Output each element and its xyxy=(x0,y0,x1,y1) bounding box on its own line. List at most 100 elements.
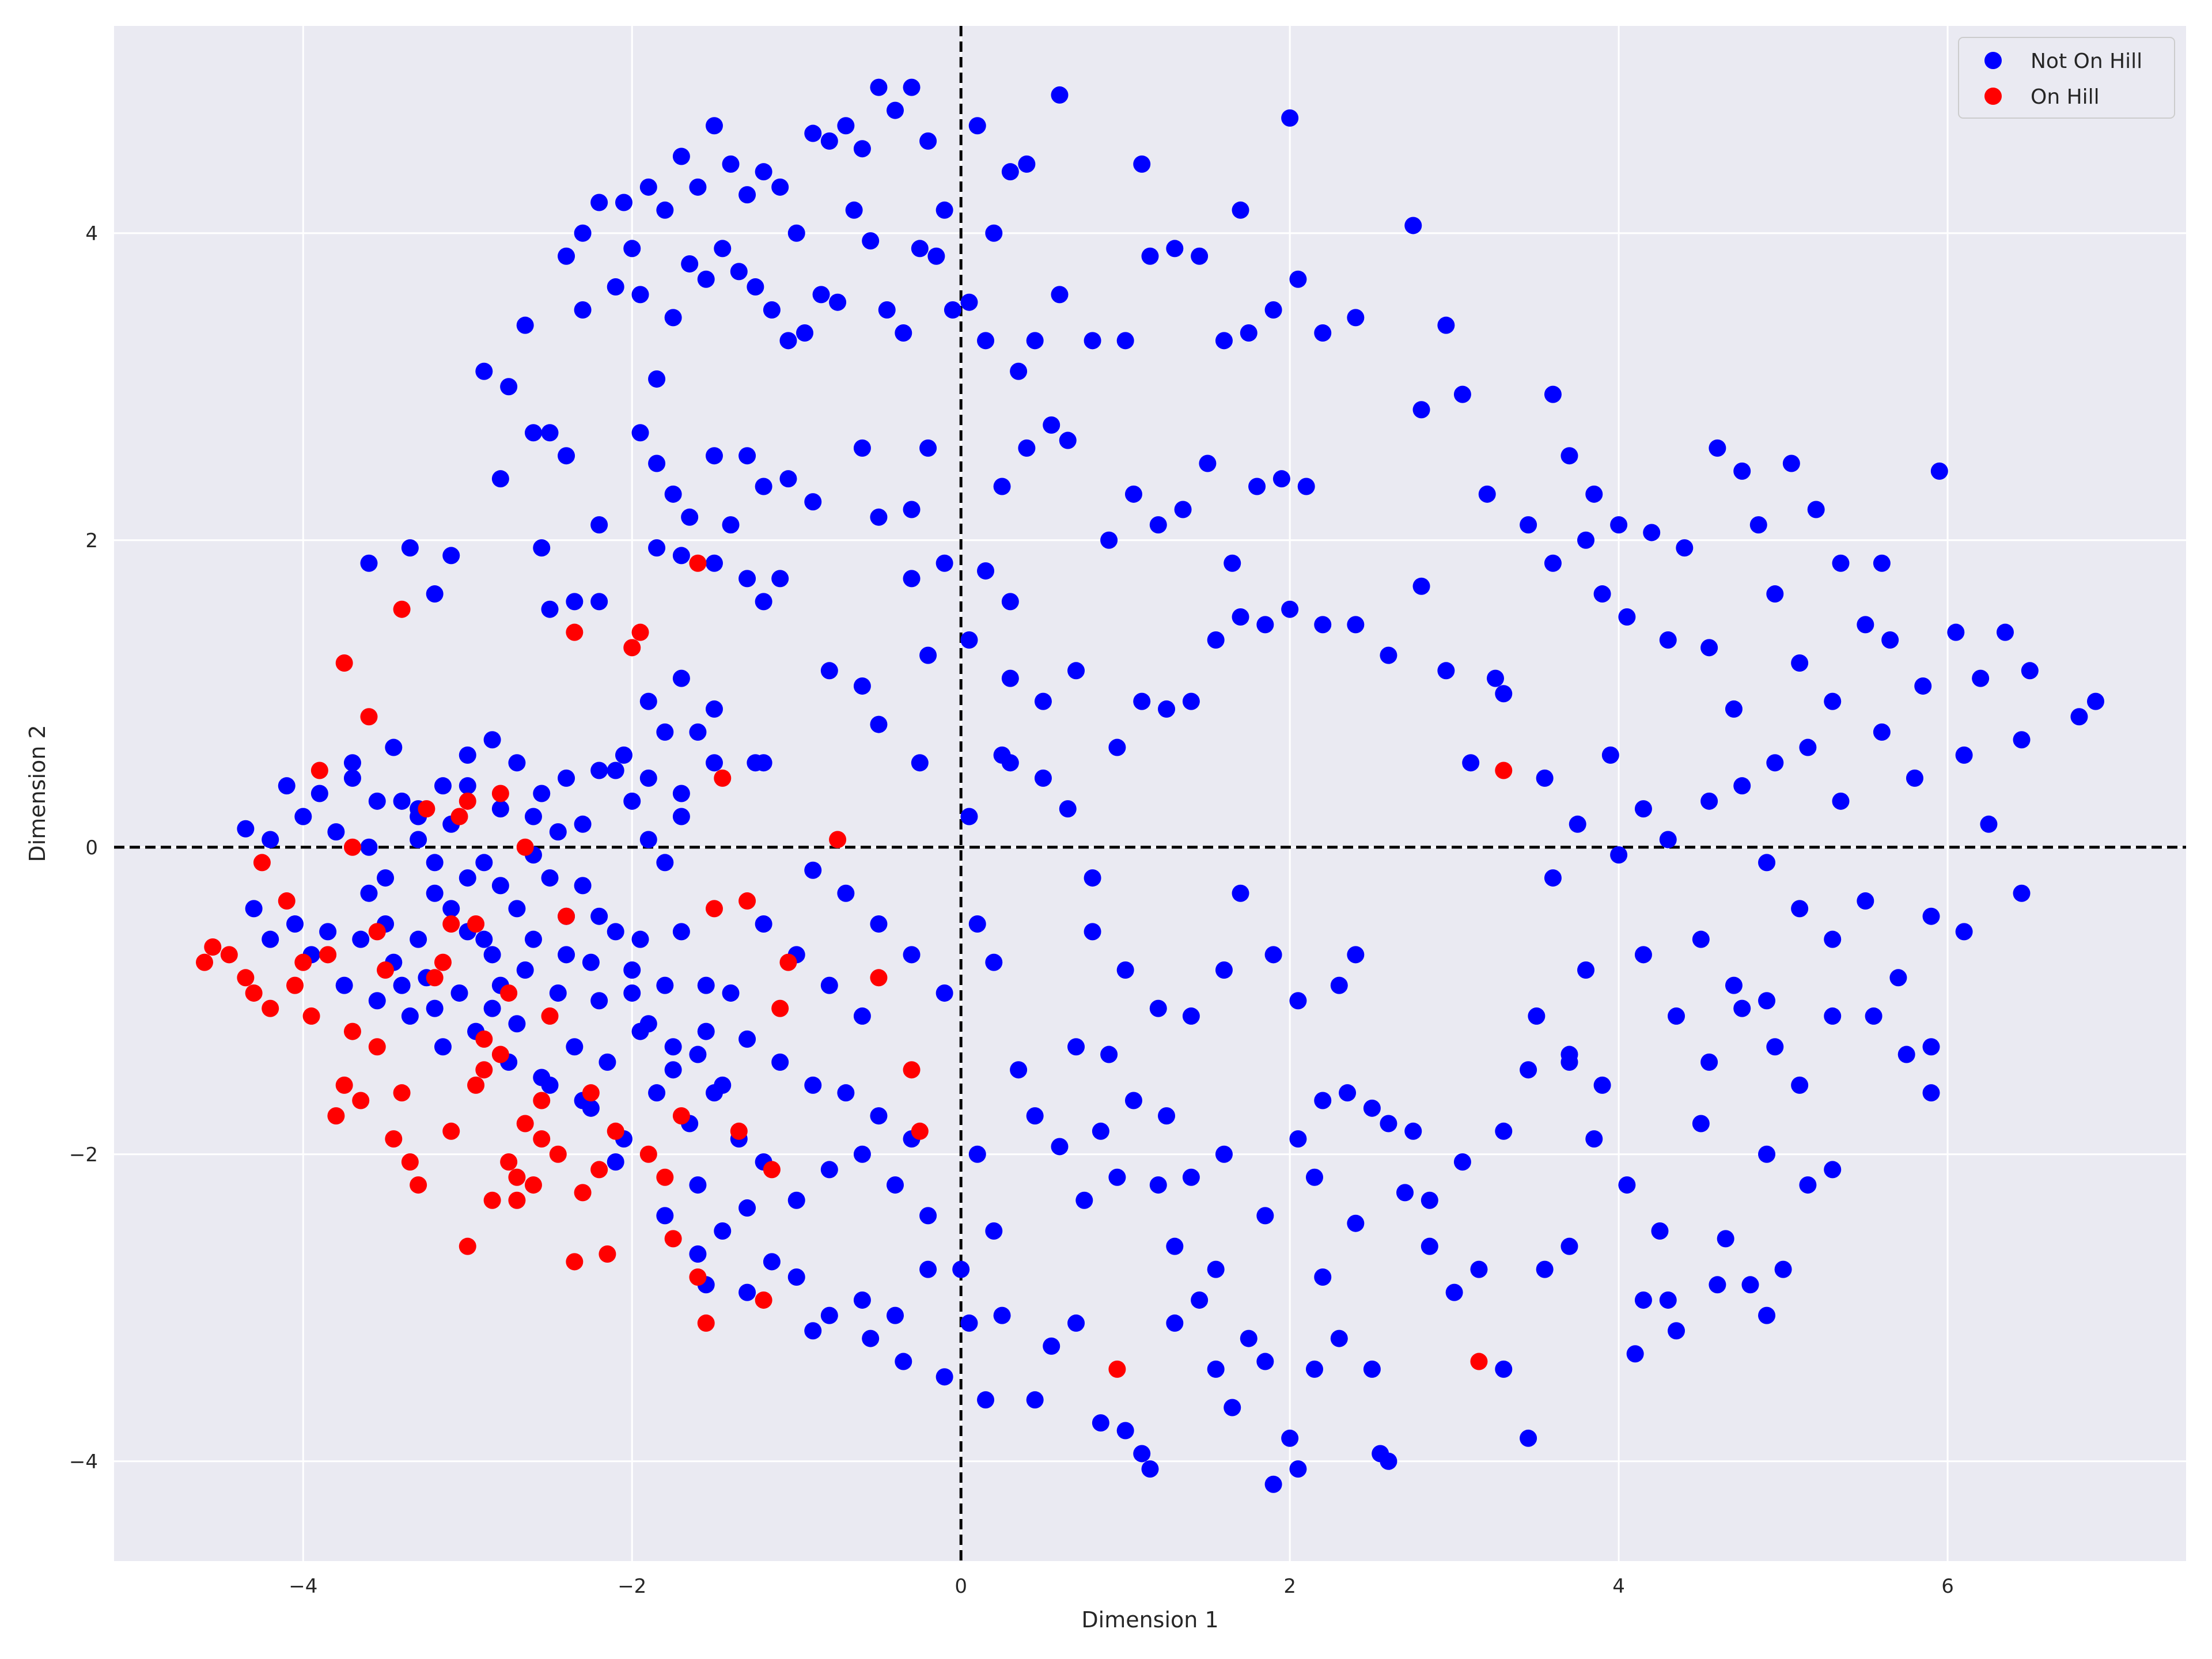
data-point xyxy=(1108,1168,1126,1186)
data-point xyxy=(631,286,649,304)
data-point xyxy=(491,877,509,895)
legend-label: Not On Hill xyxy=(2031,50,2142,73)
data-point xyxy=(1758,1306,1776,1324)
data-point xyxy=(1224,1399,1241,1416)
data-point xyxy=(1470,1353,1488,1370)
data-point xyxy=(1297,478,1315,495)
data-point xyxy=(1700,639,1718,657)
data-point xyxy=(1560,1237,1578,1255)
data-point xyxy=(483,999,501,1017)
data-point xyxy=(804,493,822,511)
data-point xyxy=(1725,700,1743,718)
data-point xyxy=(1857,616,1874,634)
data-point xyxy=(549,1145,567,1163)
data-point xyxy=(1347,309,1365,327)
data-point xyxy=(1363,1099,1381,1117)
x-tick-label: −2 xyxy=(618,1575,646,1598)
data-point xyxy=(714,240,732,257)
data-point xyxy=(590,194,608,211)
data-point xyxy=(672,923,690,941)
data-point xyxy=(1758,1145,1776,1163)
data-point xyxy=(491,785,509,802)
data-point xyxy=(1643,524,1661,541)
x-tick-label: 2 xyxy=(1283,1575,1296,1598)
data-point xyxy=(1330,1330,1348,1347)
data-point xyxy=(1544,385,1562,403)
data-point xyxy=(656,723,674,741)
data-point xyxy=(870,1107,888,1125)
data-point xyxy=(590,907,608,925)
data-point xyxy=(1585,1130,1603,1148)
data-point xyxy=(1305,1360,1323,1378)
data-point xyxy=(763,1253,781,1271)
data-point xyxy=(558,447,575,465)
data-point xyxy=(1026,1107,1044,1125)
data-point xyxy=(705,900,723,918)
data-point xyxy=(459,792,476,810)
data-point xyxy=(426,585,444,603)
data-point xyxy=(1470,1260,1488,1278)
data-point xyxy=(1199,454,1217,472)
data-point xyxy=(590,516,608,534)
data-point xyxy=(1240,324,1257,342)
data-point xyxy=(262,930,279,948)
data-point xyxy=(524,808,542,825)
data-point xyxy=(722,516,740,534)
data-point xyxy=(623,240,641,257)
data-point xyxy=(442,900,460,918)
data-point xyxy=(787,1268,805,1286)
data-point xyxy=(1445,1283,1463,1301)
data-point xyxy=(919,1260,937,1278)
data-point xyxy=(434,777,452,795)
data-point xyxy=(1453,1153,1471,1171)
data-point xyxy=(672,669,690,687)
data-point xyxy=(360,708,378,726)
data-point xyxy=(919,132,937,150)
data-point xyxy=(952,1260,970,1278)
data-point xyxy=(1536,1260,1554,1278)
data-point xyxy=(434,1038,452,1056)
data-point xyxy=(944,301,961,319)
data-point xyxy=(237,969,255,987)
data-point xyxy=(237,820,255,838)
data-point xyxy=(714,1222,732,1240)
data-point xyxy=(491,800,509,818)
data-point xyxy=(508,1168,526,1186)
data-point xyxy=(714,1076,732,1094)
data-point xyxy=(664,309,682,327)
data-point xyxy=(689,1268,707,1286)
data-point xyxy=(1141,1460,1159,1478)
data-point xyxy=(1889,969,1907,987)
data-point xyxy=(903,946,921,964)
data-point xyxy=(631,424,649,442)
data-point xyxy=(450,808,468,825)
data-point xyxy=(1560,447,1578,465)
data-point xyxy=(639,1145,657,1163)
data-point xyxy=(730,1122,748,1140)
data-point xyxy=(327,1107,345,1125)
data-point xyxy=(738,186,756,204)
data-point xyxy=(541,869,559,887)
data-point xyxy=(1404,217,1422,234)
data-point xyxy=(459,1237,476,1255)
data-point xyxy=(1133,1445,1151,1463)
data-point xyxy=(377,961,395,979)
data-point xyxy=(491,1046,509,1063)
data-point xyxy=(343,1022,361,1040)
data-point xyxy=(1634,1291,1652,1309)
data-point xyxy=(1626,1345,1644,1363)
data-point xyxy=(656,1168,674,1186)
data-point xyxy=(590,762,608,779)
data-point xyxy=(1668,1322,1685,1340)
data-point xyxy=(410,1176,427,1194)
data-point xyxy=(500,984,518,1002)
data-point xyxy=(286,915,304,933)
data-point xyxy=(1947,623,1965,641)
data-point xyxy=(533,539,551,557)
data-point xyxy=(672,547,690,565)
data-point xyxy=(1972,669,1990,687)
data-point xyxy=(1520,1429,1537,1447)
data-point xyxy=(639,692,657,710)
data-point xyxy=(887,101,904,119)
